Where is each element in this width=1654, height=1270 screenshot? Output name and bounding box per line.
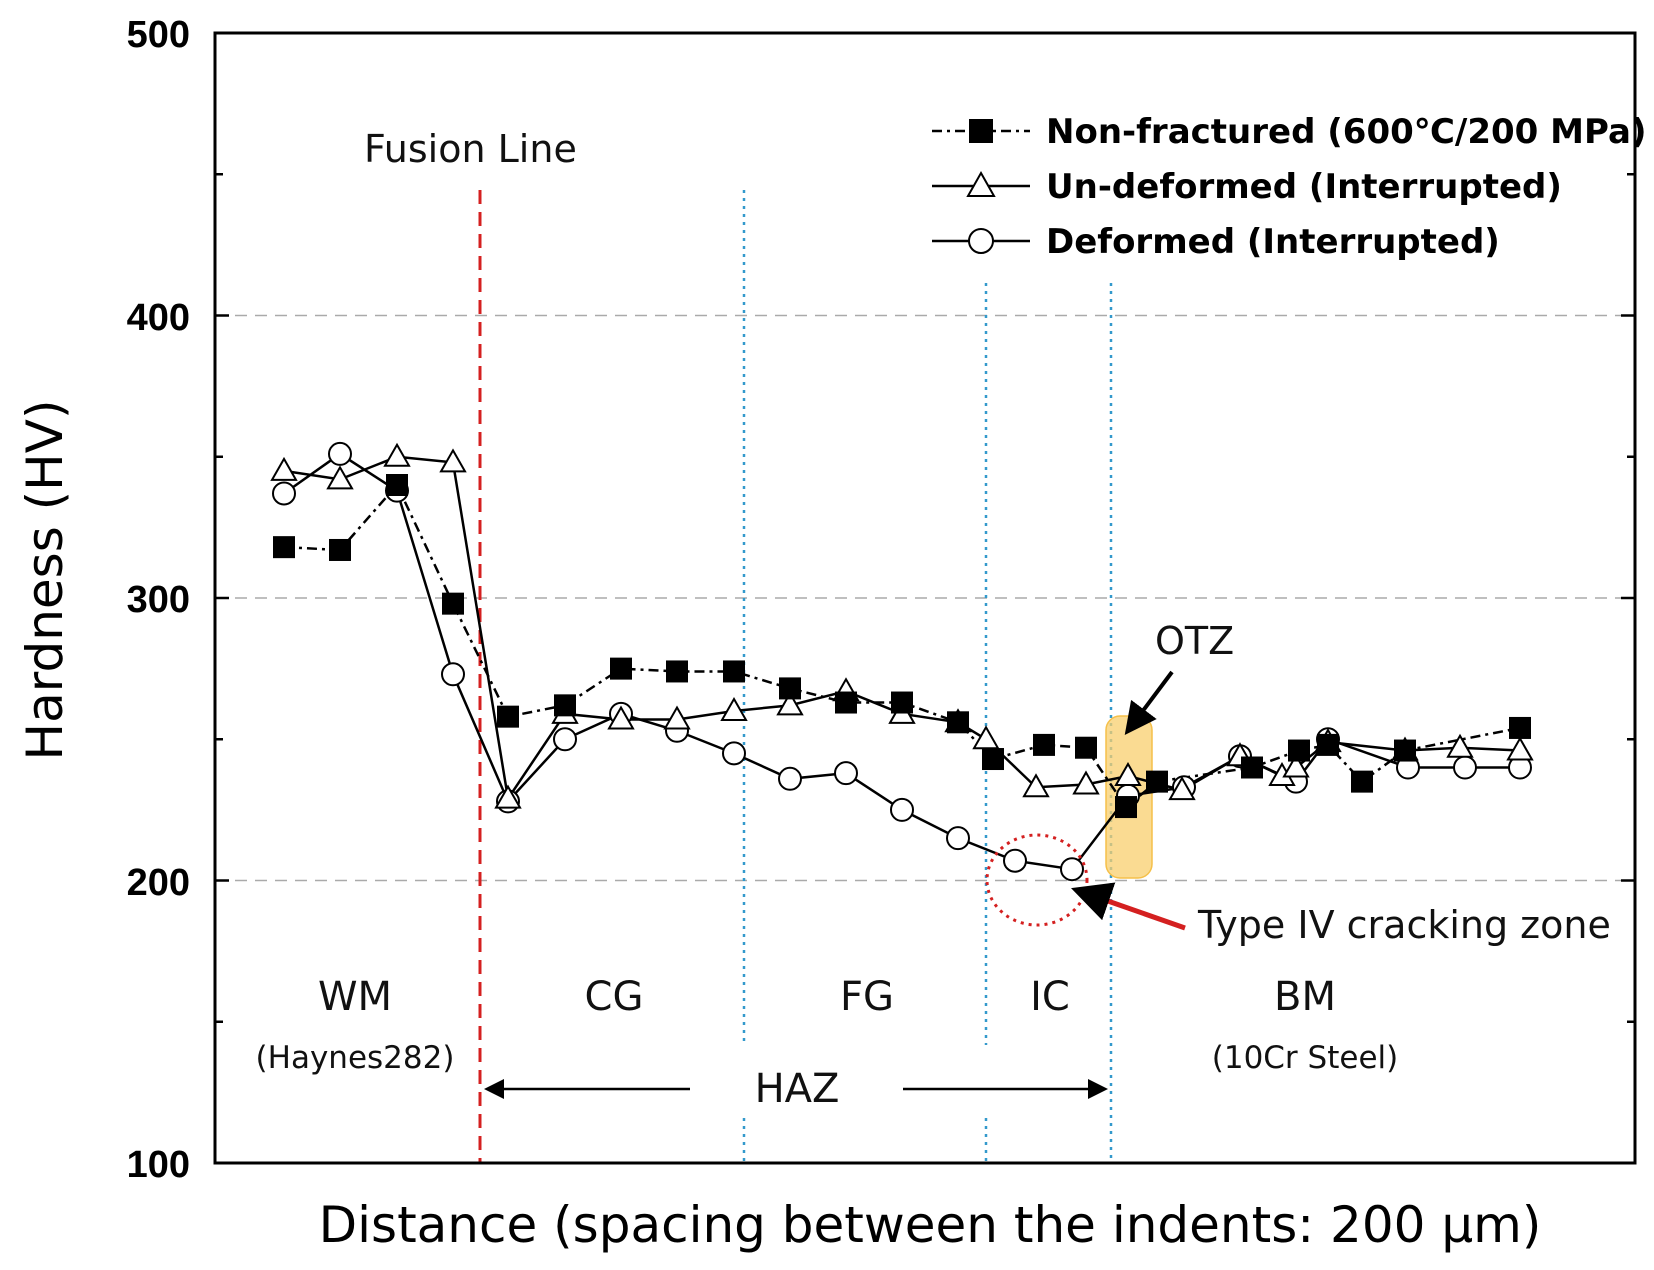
point-deformed-9 xyxy=(722,741,746,766)
y-tick-label-500: 500 xyxy=(127,14,190,56)
point-non-fractured-5 xyxy=(497,705,519,728)
point-deformed-14 xyxy=(1003,848,1027,873)
point-non-fractured-4 xyxy=(442,592,464,615)
point-deformed-11 xyxy=(834,761,858,786)
point-non-fractured-13 xyxy=(947,711,969,734)
point-un-deformed-18 xyxy=(1168,776,1196,801)
point-un-deformed-7 xyxy=(607,705,635,730)
point-un-deformed-5 xyxy=(494,784,522,809)
legend-label-un-deformed: Un-deformed (Interrupted) xyxy=(1046,167,1562,207)
point-un-deformed-24 xyxy=(1446,733,1474,758)
point-deformed-10 xyxy=(778,766,802,791)
x-axis-title: Distance (spacing between the indents: 2… xyxy=(319,1196,1542,1254)
y-axis-title: Hardness (HV) xyxy=(16,400,74,761)
point-non-fractured-2 xyxy=(329,538,351,561)
point-non-fractured-21 xyxy=(1288,739,1310,762)
legend-marker-triangle xyxy=(966,170,996,197)
point-deformed-4 xyxy=(441,662,465,687)
point-un-deformed-4 xyxy=(439,448,467,473)
series-line-non-fractured xyxy=(283,482,1521,809)
type-iv-label: Type IV cracking zone xyxy=(1197,903,1611,947)
legend-label-deformed: Deformed (Interrupted) xyxy=(1046,222,1500,262)
legend-marker-square xyxy=(969,119,993,143)
zone-label-cg: CG xyxy=(585,974,644,1020)
zone-sub-bm: (10Cr Steel) xyxy=(1212,1040,1398,1076)
point-non-fractured-9 xyxy=(723,660,745,683)
otz-label: OTZ xyxy=(1155,619,1234,663)
point-non-fractured-15 xyxy=(1033,733,1055,756)
point-deformed-1 xyxy=(272,481,296,506)
legend-marker-circle xyxy=(968,228,994,254)
legend-label-non-fractured: Non-fractured (600℃/200 MPa) xyxy=(1046,112,1646,152)
point-non-fractured-14 xyxy=(982,748,1004,771)
point-non-fractured-18 xyxy=(1146,770,1168,793)
legend: Non-fractured (600℃/200 MPa) Un-deformed… xyxy=(932,112,1646,262)
point-un-deformed-21 xyxy=(1282,753,1310,778)
grid-lines xyxy=(215,314,1635,882)
y-tick-label-100: 100 xyxy=(127,1144,190,1186)
y-tick-label-400: 400 xyxy=(127,297,190,339)
point-deformed-6 xyxy=(553,727,577,752)
y-tick-label-200: 200 xyxy=(127,862,190,904)
zone-label-wm: WM xyxy=(318,974,392,1020)
point-non-fractured-10 xyxy=(779,677,801,700)
point-non-fractured-3 xyxy=(386,474,408,496)
zone-label-haz: HAZ xyxy=(755,1066,840,1112)
point-un-deformed-10 xyxy=(776,691,804,716)
point-non-fractured-23 xyxy=(1351,770,1373,793)
type-iv-arrow xyxy=(1071,882,1186,931)
point-un-deformed-9 xyxy=(720,696,748,721)
point-deformed-2 xyxy=(328,441,352,466)
point-non-fractured-6 xyxy=(554,694,576,717)
otz-arrow xyxy=(1124,670,1174,736)
point-un-deformed-3 xyxy=(383,442,411,467)
point-un-deformed-14 xyxy=(972,725,1000,750)
point-non-fractured-16 xyxy=(1075,736,1097,759)
point-deformed-15 xyxy=(1060,857,1084,882)
point-non-fractured-17 xyxy=(1115,796,1137,819)
point-non-fractured-22 xyxy=(1317,733,1339,756)
point-deformed-12 xyxy=(890,797,914,822)
legend-item-un-deformed: Un-deformed (Interrupted) xyxy=(932,167,1562,207)
type-iv-circle xyxy=(985,833,1089,927)
fusion-line-label: Fusion Line xyxy=(364,127,577,171)
point-un-deformed-2 xyxy=(326,465,354,490)
point-un-deformed-1 xyxy=(270,456,298,481)
zone-sub-wm: (Haynes282) xyxy=(256,1040,455,1076)
point-non-fractured-24 xyxy=(1394,739,1416,762)
zone-label-fg: FG xyxy=(840,974,894,1020)
point-non-fractured-25 xyxy=(1509,716,1531,739)
point-non-fractured-7 xyxy=(610,657,632,680)
point-un-deformed-16 xyxy=(1072,770,1100,795)
point-deformed-22 xyxy=(1453,755,1477,780)
point-un-deformed-17 xyxy=(1114,761,1142,786)
series-layer xyxy=(270,441,1534,882)
axis-ticks xyxy=(215,31,1635,1165)
point-non-fractured-11 xyxy=(835,691,857,714)
legend-item-deformed: Deformed (Interrupted) xyxy=(932,222,1500,262)
zone-label-bm: BM xyxy=(1274,974,1336,1020)
point-non-fractured-8 xyxy=(666,660,688,683)
point-non-fractured-20 xyxy=(1241,756,1263,779)
point-un-deformed-15 xyxy=(1022,773,1050,798)
point-non-fractured-12 xyxy=(891,691,913,714)
legend-item-non-fractured: Non-fractured (600℃/200 MPa) xyxy=(932,112,1646,152)
y-tick-label-300: 300 xyxy=(127,579,190,621)
point-non-fractured-1 xyxy=(273,536,295,559)
point-un-deformed-25 xyxy=(1506,736,1534,761)
zone-label-ic: IC xyxy=(1030,974,1070,1020)
point-un-deformed-8 xyxy=(663,705,691,730)
point-deformed-13 xyxy=(946,826,970,851)
